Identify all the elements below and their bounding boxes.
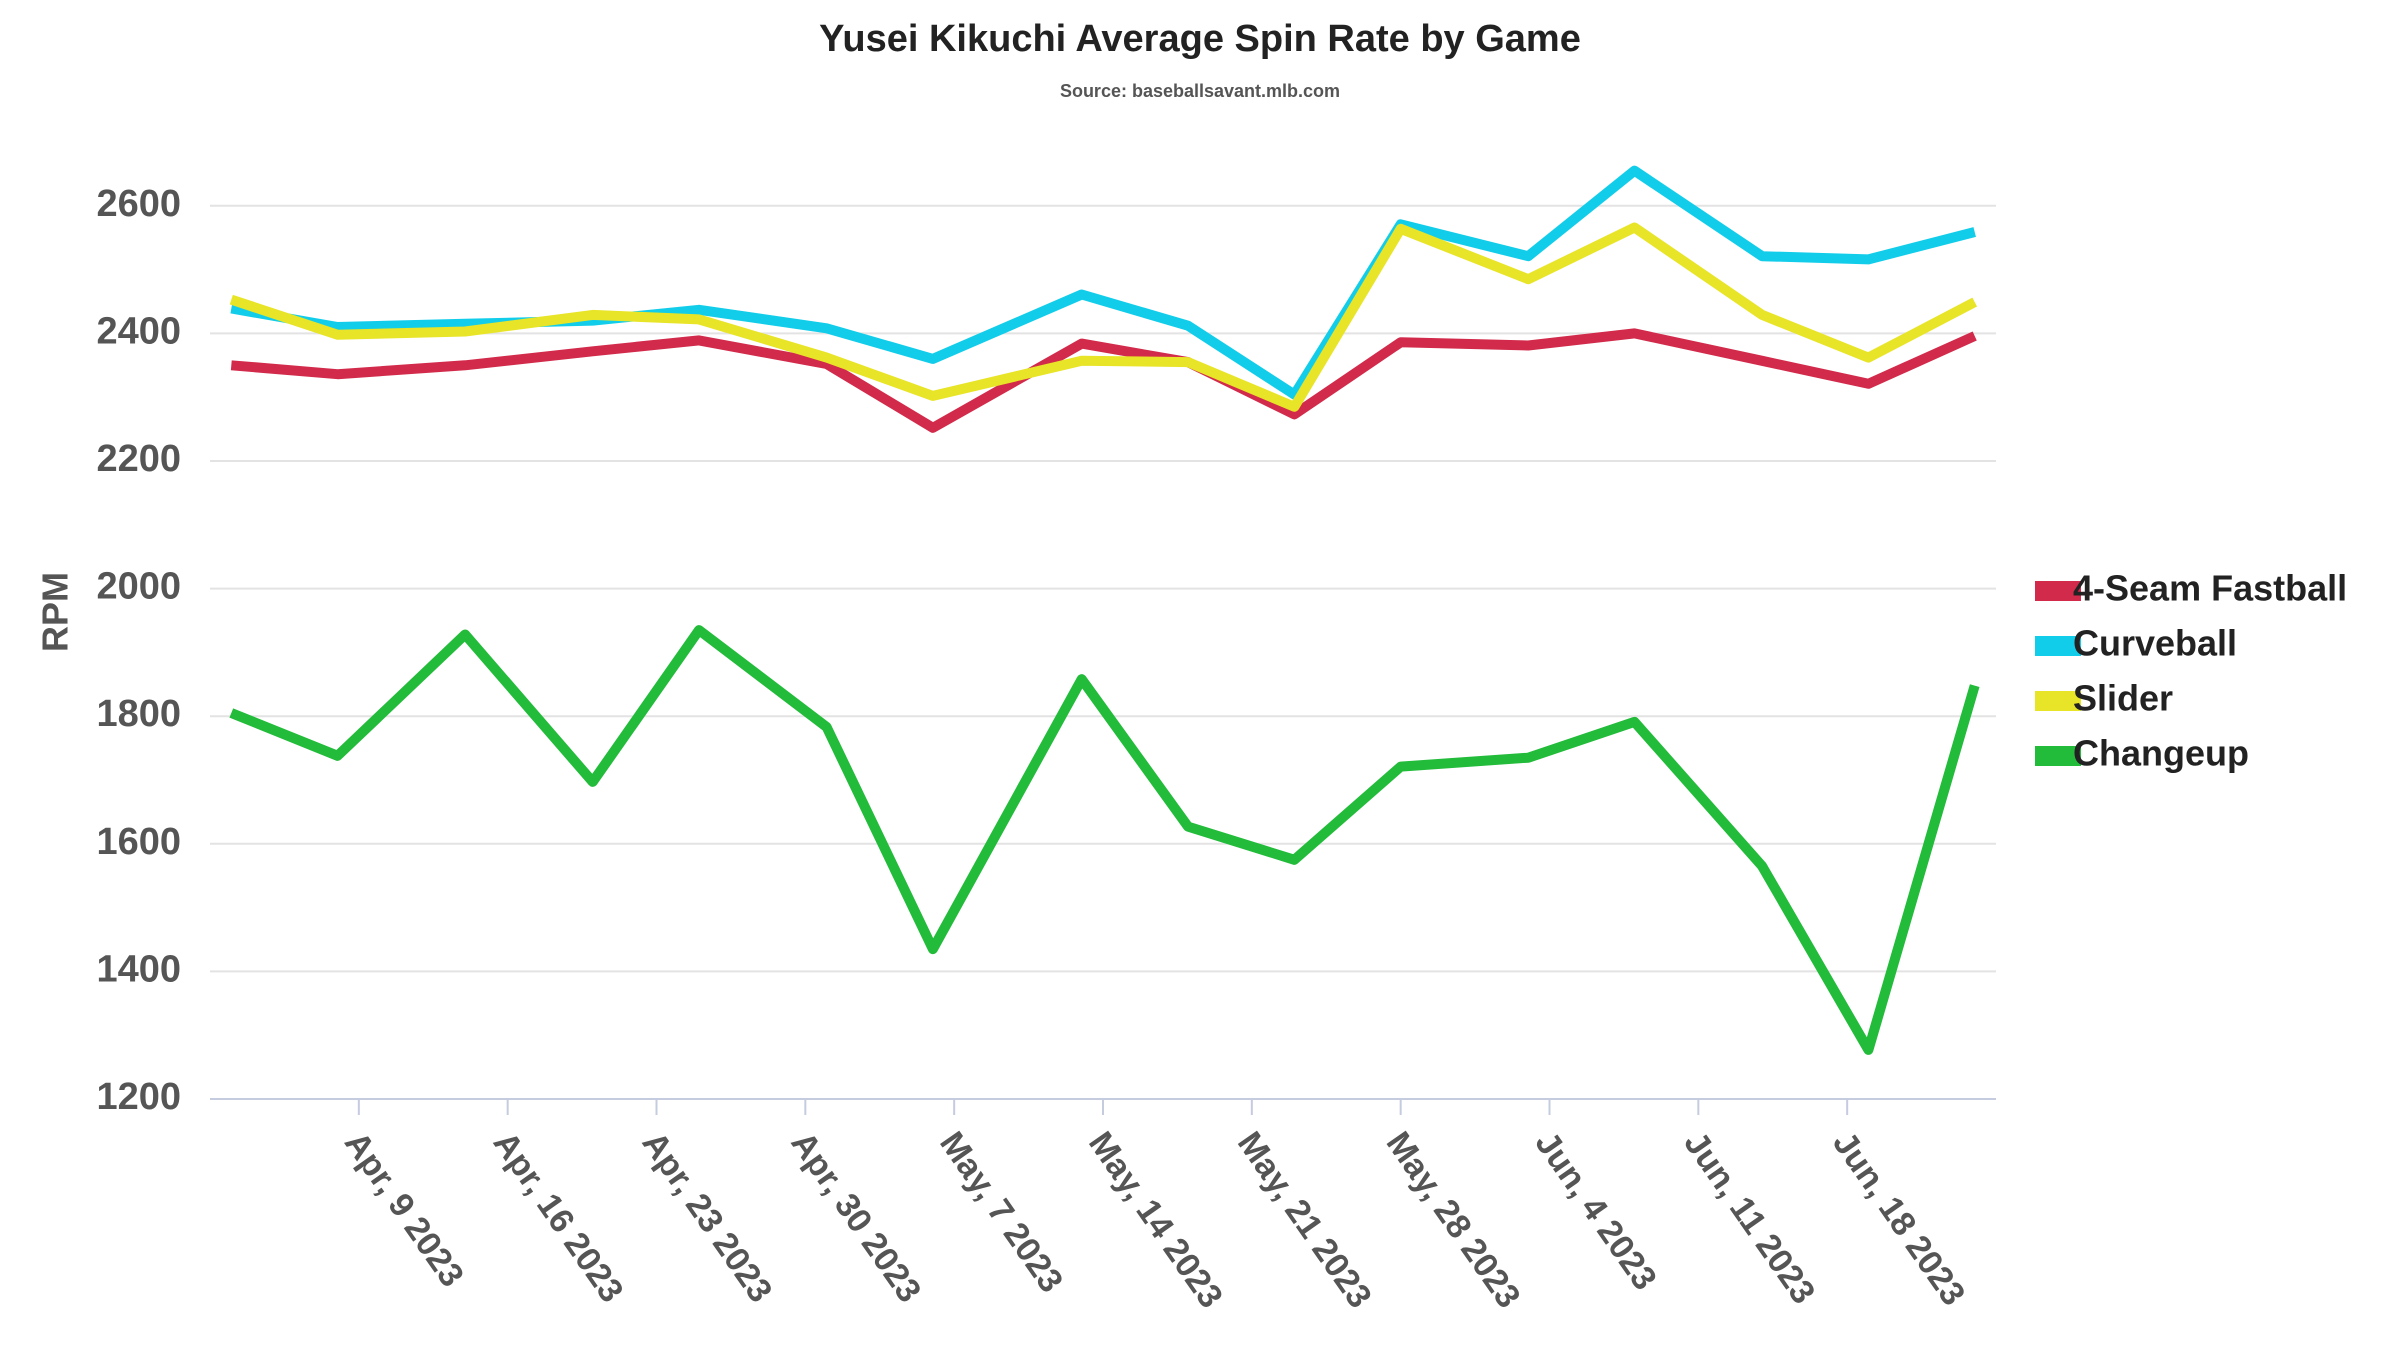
- x-tick-label: Jun, 4 2023: [1528, 1125, 1664, 1297]
- legend-label: Curveball: [2073, 623, 2237, 664]
- y-tick-label: 1800: [96, 693, 181, 735]
- legend-swatch: [2035, 581, 2081, 601]
- x-tick-label: Apr, 30 2023: [783, 1125, 928, 1309]
- chart-subtitle: Source: baseballsavant.mlb.com: [1060, 81, 1340, 101]
- legend-swatch: [2035, 691, 2081, 711]
- x-tick-label: Apr, 16 2023: [486, 1125, 631, 1309]
- y-tick-label: 2600: [96, 183, 181, 225]
- legend-label: 4-Seam Fastball: [2073, 568, 2347, 609]
- x-tick-label: Jun, 18 2023: [1825, 1125, 1972, 1312]
- y-tick-label: 1400: [96, 948, 181, 990]
- x-tick-label: May, 21 2023: [1230, 1125, 1379, 1315]
- x-tick-label: May, 14 2023: [1081, 1125, 1230, 1315]
- y-tick-label: 2200: [96, 438, 181, 480]
- y-tick-label: 1600: [96, 821, 181, 863]
- legend-swatch: [2035, 636, 2081, 656]
- x-tick-label: Apr, 23 2023: [635, 1125, 780, 1309]
- y-tick-label: 2000: [96, 566, 181, 608]
- series-line: [229, 222, 1978, 412]
- x-tick-label: May, 7 2023: [932, 1125, 1070, 1300]
- y-tick-label: 2400: [96, 310, 181, 352]
- x-tick-label: Jun, 11 2023: [1676, 1125, 1822, 1311]
- legend-swatch: [2035, 746, 2081, 766]
- x-tick-label: May, 28 2023: [1379, 1125, 1528, 1315]
- y-tick-label: 1200: [96, 1076, 181, 1118]
- legend-label: Slider: [2073, 678, 2173, 719]
- chart-title: Yusei Kikuchi Average Spin Rate by Game: [819, 18, 1581, 60]
- series-line: [230, 328, 1977, 433]
- y-axis-label: RPM: [35, 572, 76, 652]
- x-tick-label: Apr, 9 2023: [337, 1125, 471, 1294]
- legend-label: Changeup: [2073, 733, 2249, 774]
- series-line: [229, 625, 1980, 1055]
